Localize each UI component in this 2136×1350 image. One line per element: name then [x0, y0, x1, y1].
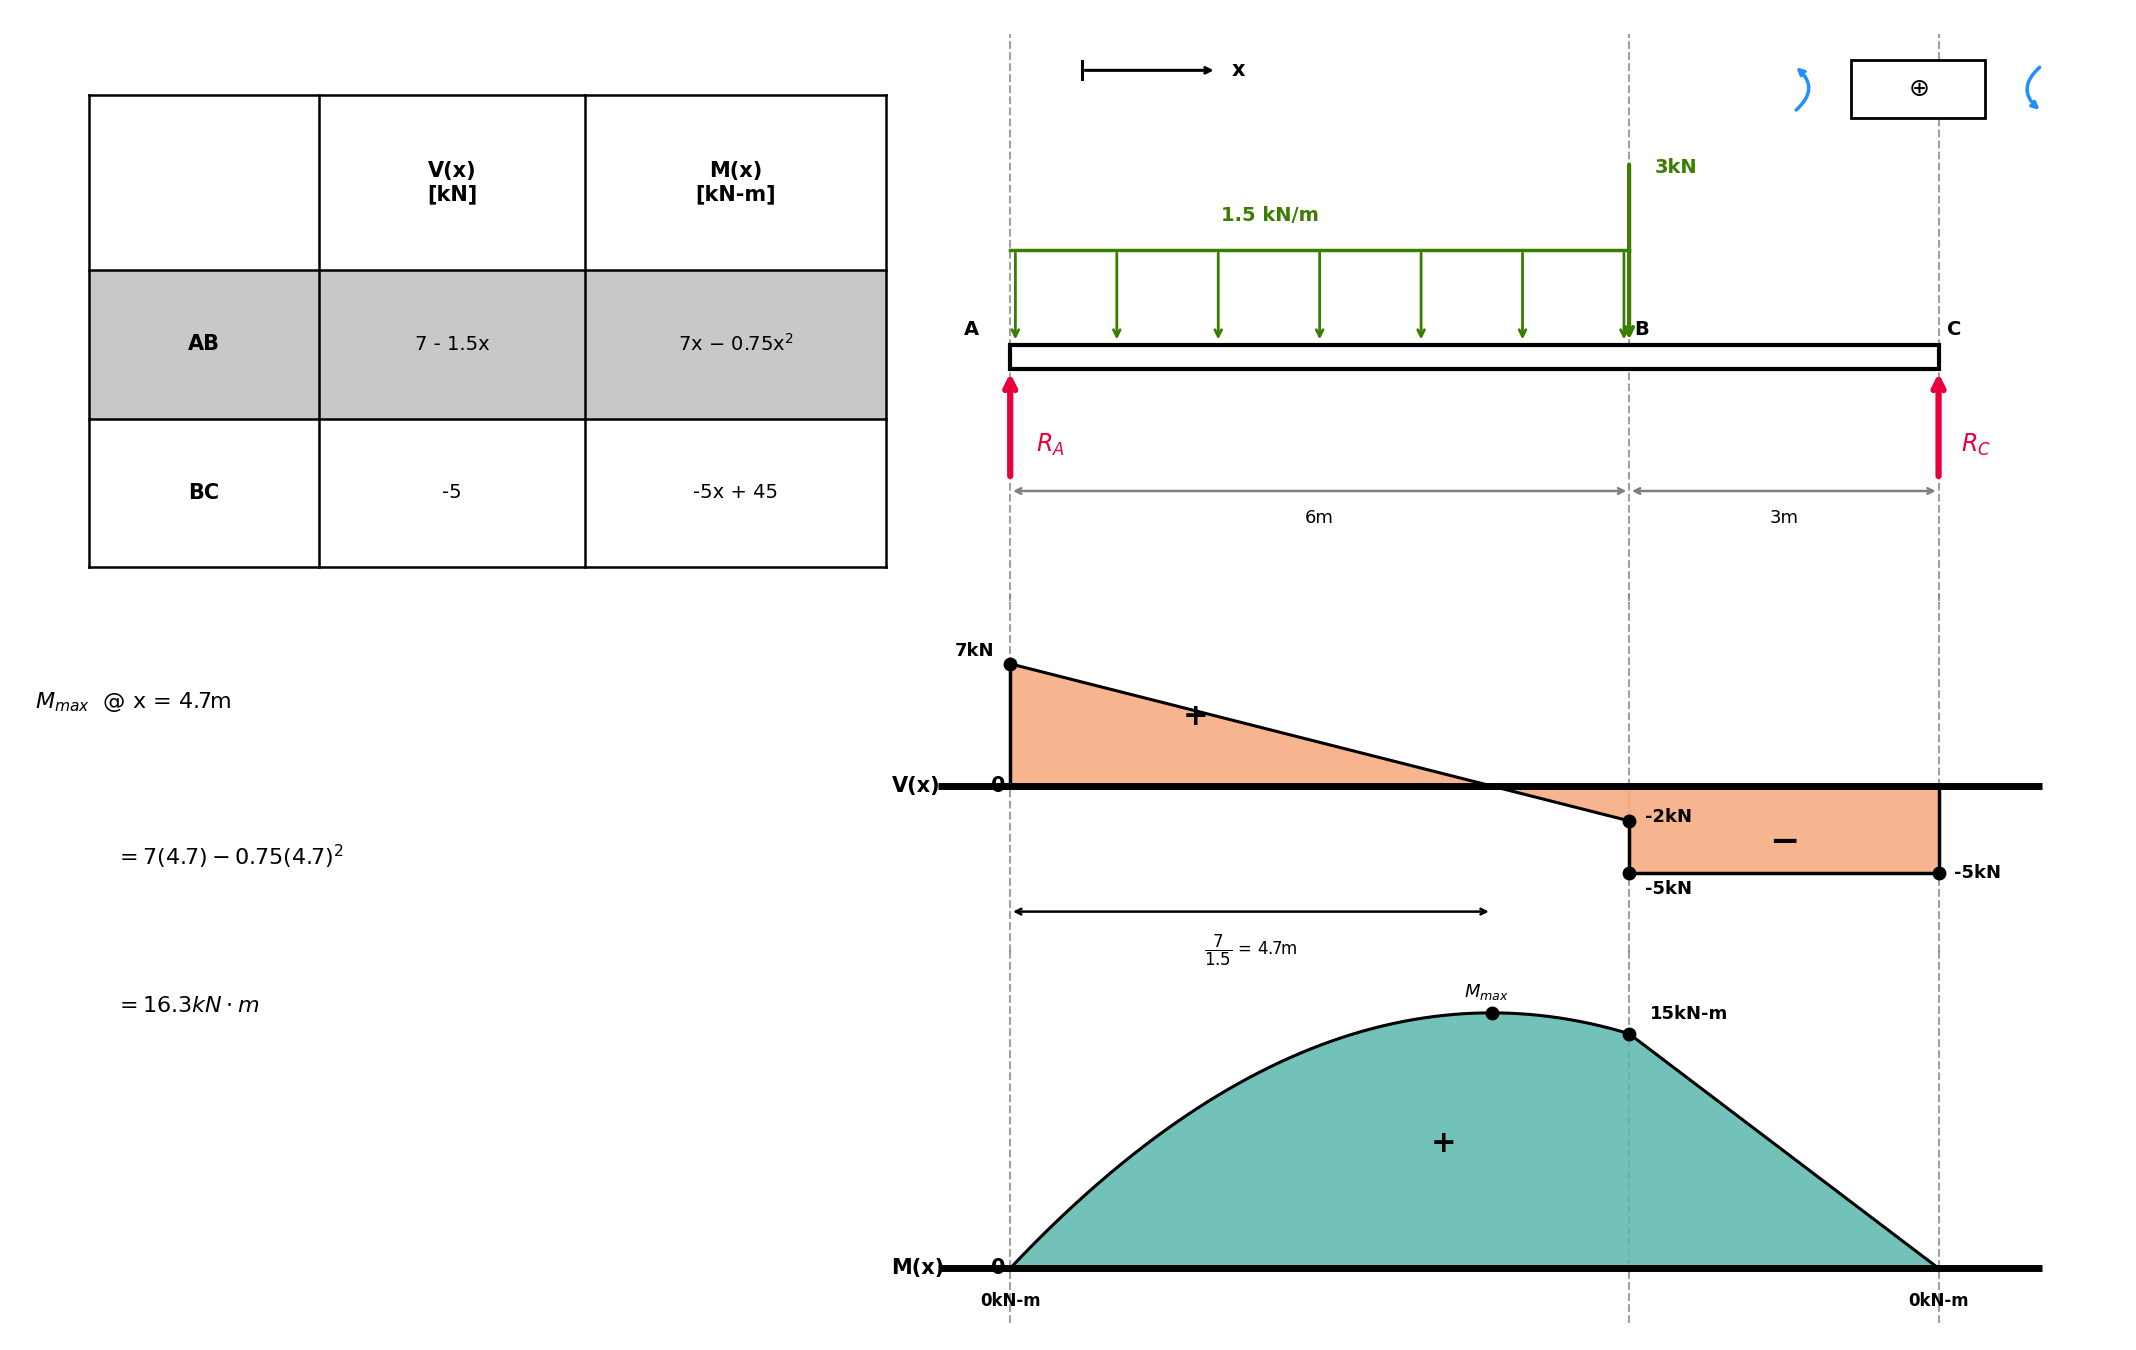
Text: -5kN: -5kN — [1954, 864, 2001, 882]
Text: 1.5 kN/m: 1.5 kN/m — [1222, 205, 1320, 224]
Text: $M_{max}$: $M_{max}$ — [1463, 981, 1508, 1002]
Bar — [1852, 59, 1984, 117]
Bar — [90, 418, 886, 567]
Bar — [90, 270, 886, 418]
Text: BC: BC — [188, 483, 220, 502]
Text: C: C — [1946, 320, 1961, 339]
Text: M(x): M(x) — [891, 1258, 944, 1278]
Text: $\dfrac{7}{1.5}$ = 4.7m: $\dfrac{7}{1.5}$ = 4.7m — [1205, 933, 1299, 968]
Text: V(x)
[kN]: V(x) [kN] — [427, 161, 476, 204]
Text: A: A — [963, 320, 978, 339]
Text: AB: AB — [188, 335, 220, 354]
Text: $R_A$: $R_A$ — [1036, 432, 1064, 459]
Text: 0kN-m: 0kN-m — [980, 1292, 1040, 1310]
Text: 0kN-m: 0kN-m — [1907, 1292, 1969, 1310]
Text: 6m: 6m — [1305, 509, 1335, 528]
Text: V(x): V(x) — [891, 776, 940, 796]
Text: +: + — [1183, 702, 1209, 730]
Text: 15kN-m: 15kN-m — [1649, 1004, 1728, 1023]
Text: B: B — [1634, 320, 1649, 339]
Text: -5: -5 — [442, 483, 461, 502]
Text: $M_{max}$  @ x = 4.7m: $M_{max}$ @ x = 4.7m — [36, 690, 233, 714]
Text: +: + — [1431, 1129, 1457, 1158]
Bar — [90, 95, 886, 270]
Text: 0: 0 — [991, 776, 1006, 796]
Text: x: x — [1232, 61, 1245, 81]
Text: 7kN: 7kN — [955, 643, 995, 660]
Bar — [1010, 344, 1939, 369]
Text: M(x)
[kN-m]: M(x) [kN-m] — [696, 161, 775, 204]
Text: $R_C$: $R_C$ — [1961, 432, 1991, 459]
Text: 7x $-$ 0.75x$^2$: 7x $-$ 0.75x$^2$ — [677, 333, 795, 355]
Text: $= 16.3kN \cdot m$: $= 16.3kN \cdot m$ — [115, 996, 258, 1015]
Text: 7 - 1.5x: 7 - 1.5x — [414, 335, 489, 354]
Text: -2kN: -2kN — [1645, 809, 1692, 826]
Text: $\oplus$: $\oplus$ — [1907, 77, 1929, 101]
Text: $= 7(4.7) - 0.75(4.7)^2$: $= 7(4.7) - 0.75(4.7)^2$ — [115, 844, 344, 871]
Text: 3m: 3m — [1769, 509, 1799, 528]
Text: 0: 0 — [991, 1258, 1006, 1278]
Text: -5kN: -5kN — [1645, 880, 1692, 898]
Text: −: − — [1769, 825, 1799, 859]
Text: -5x + 45: -5x + 45 — [694, 483, 778, 502]
Text: 3kN: 3kN — [1655, 158, 1698, 177]
